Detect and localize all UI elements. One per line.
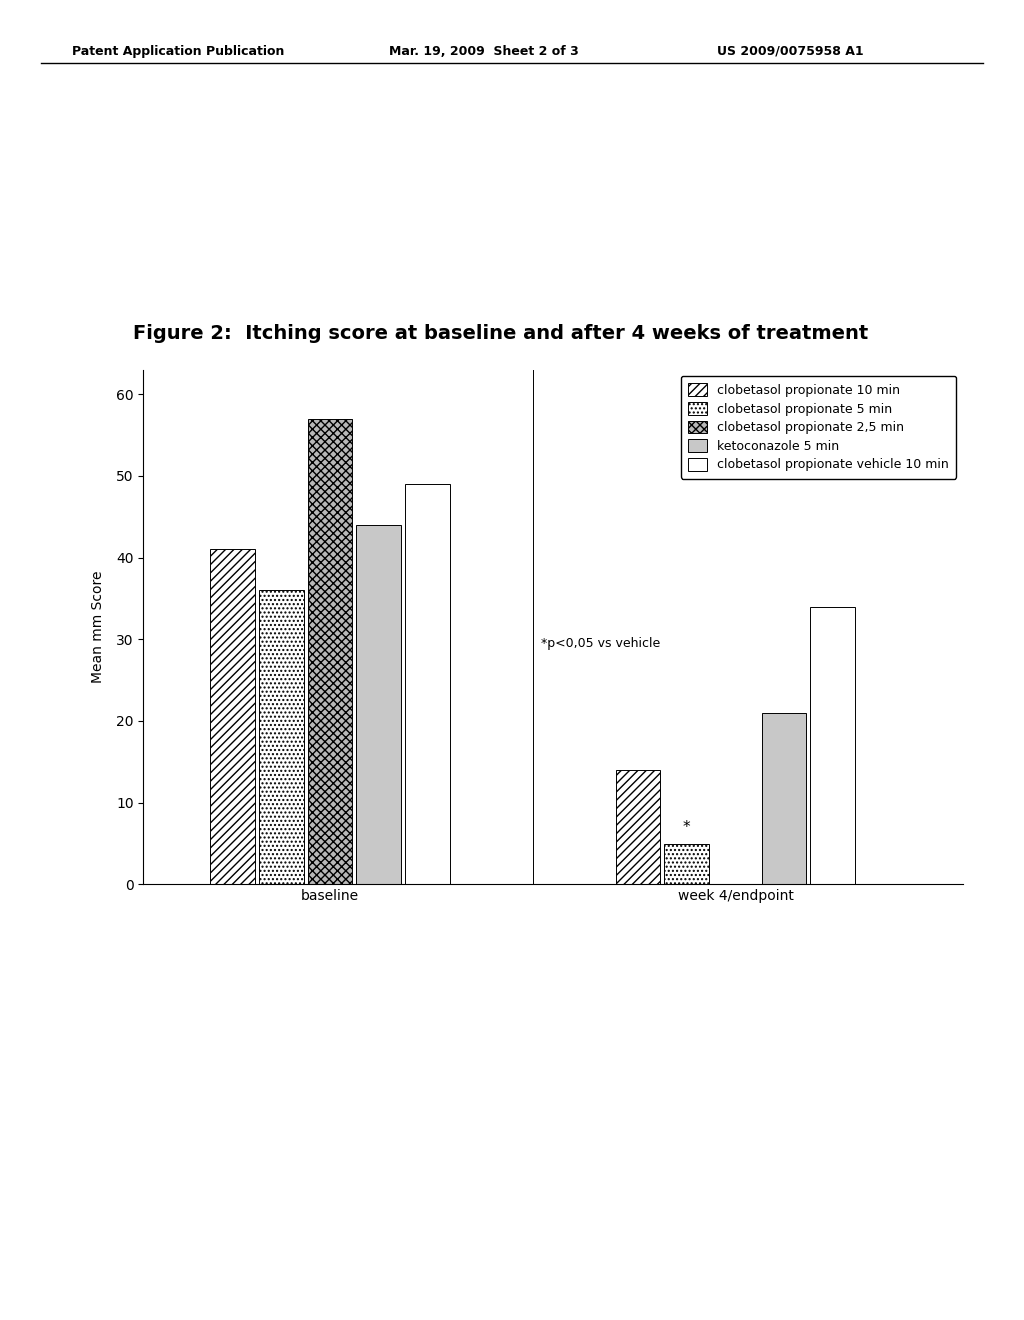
Text: Mar. 19, 2009  Sheet 2 of 3: Mar. 19, 2009 Sheet 2 of 3 <box>389 45 579 58</box>
Y-axis label: Mean mm Score: Mean mm Score <box>91 570 104 684</box>
Bar <box>810 607 855 884</box>
Bar <box>210 549 255 884</box>
Bar <box>404 484 450 884</box>
Bar <box>615 770 660 884</box>
Bar <box>356 525 400 884</box>
Bar <box>307 418 352 884</box>
Text: Patent Application Publication: Patent Application Publication <box>72 45 284 58</box>
Text: *p<0,05 vs vehicle: *p<0,05 vs vehicle <box>541 638 660 651</box>
Text: US 2009/0075958 A1: US 2009/0075958 A1 <box>717 45 863 58</box>
Text: Figure 2:  Itching score at baseline and after 4 weeks of treatment: Figure 2: Itching score at baseline and … <box>133 325 868 343</box>
Bar <box>259 590 303 884</box>
Bar <box>762 713 807 884</box>
Text: *: * <box>683 820 690 836</box>
Bar <box>665 843 709 884</box>
Legend: clobetasol propionate 10 min, clobetasol propionate 5 min, clobetasol propionate: clobetasol propionate 10 min, clobetasol… <box>681 376 956 479</box>
